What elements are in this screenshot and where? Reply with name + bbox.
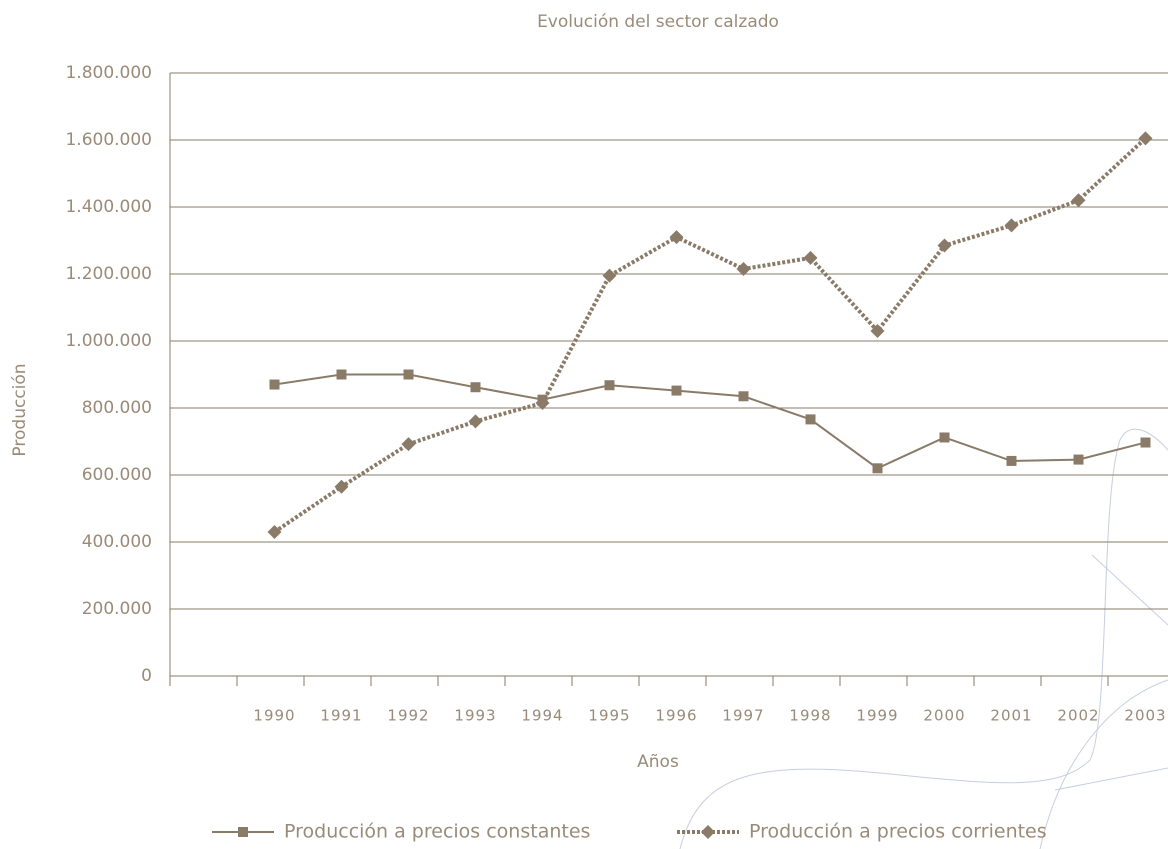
marker <box>468 414 483 429</box>
marker <box>334 479 349 494</box>
chart-title: Evolución del sector calzado <box>537 12 779 32</box>
marker <box>535 395 550 410</box>
marker <box>1006 455 1017 466</box>
series-line <box>273 136 1147 534</box>
y-axis-label: Producción <box>10 363 30 456</box>
marker <box>736 261 751 276</box>
y-tick-label: 800.000 <box>82 398 152 418</box>
legend-label: Producción a precios corrientes <box>749 821 1047 843</box>
marker <box>238 827 248 837</box>
marker <box>671 385 682 396</box>
x-tick-label: 1994 <box>521 707 563 725</box>
marker <box>870 323 885 338</box>
x-tick-label: 1992 <box>387 707 429 725</box>
marker <box>602 268 617 283</box>
x-tick-label: 2000 <box>923 707 965 725</box>
x-tick-label: 2001 <box>990 707 1032 725</box>
marker <box>805 414 816 425</box>
y-tick-label: 1.600.000 <box>65 130 152 150</box>
marker <box>738 391 749 402</box>
x-tick-label: 1993 <box>454 707 496 725</box>
x-tick-label: 1999 <box>856 707 898 725</box>
x-tick-label: 1998 <box>789 707 831 725</box>
marker <box>336 369 347 380</box>
decoration <box>679 428 1168 849</box>
marker <box>1071 193 1086 208</box>
marker <box>1073 454 1084 465</box>
x-tick-label: 1990 <box>253 707 295 725</box>
y-tick-label: 200.000 <box>82 599 152 619</box>
x-axis-label: Años <box>637 752 679 772</box>
x-tick-label: 1997 <box>722 707 764 725</box>
y-tick-label: 1.000.000 <box>65 331 152 351</box>
marker <box>669 230 684 245</box>
marker <box>470 382 481 393</box>
y-tick-label: 1.800.000 <box>65 63 152 83</box>
marker <box>604 380 615 391</box>
legend-label: Producción a precios constantes <box>284 821 590 843</box>
marker <box>803 250 818 265</box>
y-tick-label: 400.000 <box>82 532 152 552</box>
y-tick-label: 1.200.000 <box>65 264 152 284</box>
y-tick-label: 0 <box>141 666 152 686</box>
marker <box>1140 437 1151 448</box>
x-tick-label: 1991 <box>320 707 362 725</box>
marker <box>1004 218 1019 233</box>
y-tick-label: 1.400.000 <box>65 197 152 217</box>
marker <box>872 463 883 474</box>
y-tick-label: 600.000 <box>82 465 152 485</box>
marker <box>403 369 414 380</box>
x-tick-label: 2002 <box>1057 707 1099 725</box>
marker <box>939 432 950 443</box>
x-tick-label: 1995 <box>588 707 630 725</box>
marker <box>937 238 952 253</box>
marker <box>269 379 280 390</box>
series-line <box>274 373 1146 470</box>
x-tick-label: 2003 <box>1124 707 1166 725</box>
marker <box>401 437 416 452</box>
x-tick-label: 1996 <box>655 707 697 725</box>
marker <box>1138 131 1153 146</box>
marker <box>267 524 282 539</box>
marker <box>701 825 715 839</box>
